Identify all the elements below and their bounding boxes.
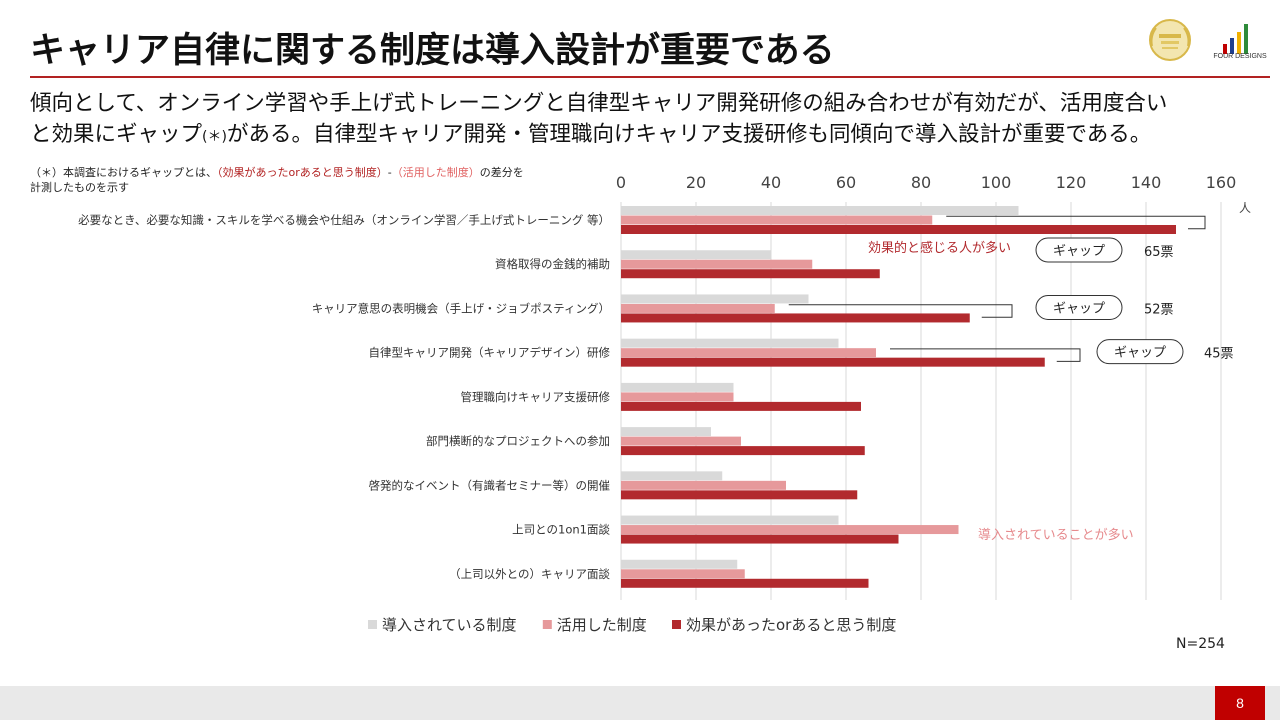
bar-used <box>621 348 876 358</box>
category-label: 上司との1on1面談 <box>512 523 610 537</box>
legend-swatch <box>368 620 377 629</box>
bar-effective <box>621 446 865 456</box>
bar-chart: 0 20 40 60 80 100 120 140 160人必要なとき、必要な知識・スキルを学べ… <box>78 173 1251 634</box>
bar-used <box>621 215 933 225</box>
x-tick-label: 160 <box>1206 173 1237 192</box>
bar-used <box>621 569 745 579</box>
bar-effective <box>621 269 880 279</box>
gap-pill-label: ギャップ <box>1053 244 1105 259</box>
bar-effective <box>621 534 899 544</box>
note-used: （活用した制度） <box>391 166 480 179</box>
gap-pill <box>1096 339 1184 365</box>
bar-used <box>621 525 959 535</box>
x-tick-label: 40 <box>761 173 781 192</box>
category-label: 啓発的なイベント（有識者セミナー等）の開催 <box>369 478 611 492</box>
subtitle-part-c: がある。自律型キャリア開発・管理職向けキャリア支援研修も同傾向で導入設計が重要で… <box>226 122 1152 147</box>
category-label: 管理職向けキャリア支援研修 <box>461 390 611 404</box>
bar-introduced <box>621 250 771 260</box>
subtitle-line-2: と効果にギャップ(＊)がある。自律型キャリア開発・管理職向けキャリア支援研修も同… <box>30 119 1260 153</box>
gap-pill-label: ギャップ <box>1114 346 1166 361</box>
bar-used <box>621 436 741 446</box>
bar-effective <box>621 357 1045 367</box>
legend-label: 効果があったorあると思う制度 <box>686 616 896 634</box>
x-unit-label: 人 <box>1239 201 1251 215</box>
legend-swatch <box>672 620 681 629</box>
x-tick-label: 0 <box>616 173 626 192</box>
category-label: （上司以外との）キャリア面談 <box>449 567 610 581</box>
x-tick-label: 140 <box>1131 173 1162 192</box>
bar-effective <box>621 401 861 411</box>
four-designs-logo <box>1223 24 1248 54</box>
category-label: 部門横断的なプロジェクトへの参加 <box>426 434 610 448</box>
title-divider <box>30 76 1270 78</box>
bar-effective <box>621 578 869 588</box>
bar-used <box>621 480 786 490</box>
legend-label: 活用した制度 <box>557 616 647 634</box>
gap-bracket <box>890 348 1081 362</box>
gap-bracket <box>946 215 1206 230</box>
bar-introduced <box>621 515 839 525</box>
subtitle-line-1: 傾向として、オンライン学習や手上げ式トレーニングと自律型キャリア開発研修の組み合… <box>30 91 1168 116</box>
footer-bar <box>0 686 1280 720</box>
note-effective: （効果があったorあると思う制度） <box>217 166 388 179</box>
gap-value: 65票 <box>1144 245 1174 260</box>
subtitle-part-a: と効果にギャップ <box>30 122 203 147</box>
category-label: キャリア意思の表明機会（手上げ・ジョブポスティング） <box>312 301 610 315</box>
gap-pill <box>1035 294 1123 320</box>
bar-effective <box>621 313 970 323</box>
gap-bracket <box>788 304 1013 318</box>
bar-introduced <box>621 338 839 348</box>
bar-used <box>621 392 734 402</box>
category-label: 資格取得の金銭的補助 <box>495 257 610 271</box>
page-number: 8 <box>1215 686 1265 720</box>
note-dash: - <box>387 166 392 179</box>
note-suffix: の差分を <box>479 166 524 179</box>
sample-size: N=254 <box>1176 636 1225 652</box>
category-label: 必要なとき、必要な知識・スキルを学べる機会や仕組み（オンライン学習／手上げ式トレ… <box>78 213 610 227</box>
bar-introduced <box>621 382 734 392</box>
subtitle-asterisk: (＊) <box>202 129 227 145</box>
note-prefix: （＊）本調査におけるギャップとは、 <box>30 166 217 179</box>
award-badge-icon <box>1149 19 1191 61</box>
bar-introduced <box>621 471 723 481</box>
gap-pill-label: ギャップ <box>1053 301 1105 316</box>
bar-used <box>621 303 775 313</box>
bar-introduced <box>621 559 738 569</box>
footnote: （＊）本調査におけるギャップとは、（効果があったorあると思う制度）-（活用した… <box>30 165 610 195</box>
page-title: キャリア自律に関する制度は導入設計が重要である <box>30 31 835 71</box>
x-tick-label: 100 <box>981 173 1012 192</box>
gap-value: 52票 <box>1144 302 1174 317</box>
bar-introduced <box>621 206 1019 215</box>
x-tick-label: 60 <box>836 173 856 192</box>
footnote-line-2: 計測したものを示す <box>30 181 129 194</box>
footnote-line-1: （＊）本調査におけるギャップとは、（効果があったorあると思う制度）-（活用した… <box>30 165 610 180</box>
legend-label: 導入されている制度 <box>382 616 517 634</box>
x-tick-label: 80 <box>911 173 931 192</box>
logo-text: FOUR DESIGNS <box>1213 53 1267 60</box>
bar-effective <box>621 490 858 500</box>
bar-effective <box>621 225 1176 234</box>
gap-pill <box>1035 237 1123 263</box>
category-label: 自律型キャリア開発（キャリアデザイン）研修 <box>369 346 611 360</box>
legend-swatch <box>542 620 552 629</box>
x-tick-label: 20 <box>686 173 706 192</box>
bar-introduced <box>621 294 809 304</box>
introduced-note: 導入されていることが多い <box>978 527 1134 543</box>
bar-used <box>621 259 813 269</box>
effective-note: 効果的と感じる人が多い <box>868 240 1011 256</box>
subtitle: 傾向として、オンライン学習や手上げ式トレーニングと自律型キャリア開発研修の組み合… <box>30 88 1260 153</box>
bar-introduced <box>621 427 711 437</box>
x-tick-label: 120 <box>1056 173 1087 192</box>
gap-value: 45票 <box>1204 347 1234 362</box>
